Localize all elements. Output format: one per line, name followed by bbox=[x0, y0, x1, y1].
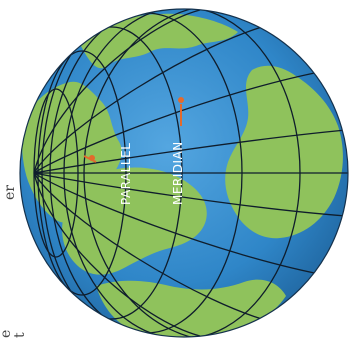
location-markers bbox=[83, 97, 184, 163]
marker-west-arrow bbox=[83, 155, 97, 163]
margin-text-bottom-2: t bbox=[12, 332, 28, 338]
globe-outline bbox=[19, 8, 349, 338]
landmass-bottom bbox=[96, 279, 286, 337]
parallel-label: PARALLEL bbox=[119, 143, 133, 205]
margin-text-top: er bbox=[2, 185, 18, 200]
margin-text-bottom-1: e bbox=[0, 330, 14, 338]
parallel-circles bbox=[33, 9, 348, 337]
marker-east bbox=[178, 97, 184, 103]
landmass-right bbox=[225, 65, 343, 239]
graticule-grid bbox=[33, 9, 348, 337]
meridian-label: MERIDIAN bbox=[171, 141, 185, 205]
